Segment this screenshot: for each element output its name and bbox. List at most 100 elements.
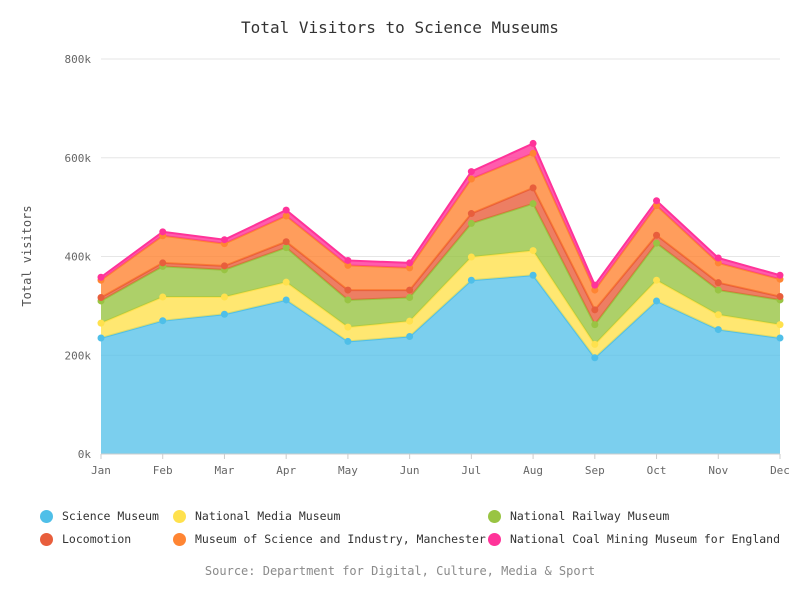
data-point[interactable] (591, 340, 599, 348)
data-point[interactable] (406, 264, 414, 272)
x-tick-label: Nov (708, 464, 728, 477)
data-point[interactable] (97, 319, 105, 327)
data-point[interactable] (159, 259, 167, 267)
y-tick-label: 800k (65, 53, 92, 66)
data-point[interactable] (529, 149, 537, 157)
data-point[interactable] (529, 271, 537, 279)
data-point[interactable] (406, 317, 414, 325)
legend-item[interactable]: Locomotion (40, 529, 131, 549)
data-point[interactable] (344, 337, 352, 345)
data-point[interactable] (529, 139, 537, 147)
data-point[interactable] (282, 278, 290, 286)
data-point[interactable] (653, 239, 661, 247)
data-point[interactable] (467, 276, 475, 284)
x-tick-label: Oct (647, 464, 667, 477)
data-point[interactable] (344, 261, 352, 269)
data-point[interactable] (714, 259, 722, 267)
area-national-railway-museum (101, 203, 780, 345)
data-point[interactable] (220, 310, 228, 318)
chart-title: Total Visitors to Science Museums (241, 18, 559, 37)
data-point[interactable] (282, 244, 290, 252)
legend-item[interactable]: Science Museum (40, 506, 159, 526)
data-point[interactable] (591, 281, 599, 289)
data-point[interactable] (97, 293, 105, 301)
data-point[interactable] (220, 236, 228, 244)
legend-item[interactable]: National Railway Museum (488, 506, 669, 526)
data-point[interactable] (529, 247, 537, 255)
y-tick-label: 600k (65, 152, 92, 165)
data-point[interactable] (344, 296, 352, 304)
data-points (97, 139, 784, 362)
legend-marker (488, 509, 501, 523)
series-line (100, 142, 781, 288)
x-tick-label: Dec (770, 464, 790, 477)
data-point[interactable] (467, 219, 475, 227)
x-tick-label: Aug (523, 464, 543, 477)
data-point[interactable] (159, 228, 167, 236)
data-point[interactable] (467, 210, 475, 218)
data-point[interactable] (406, 293, 414, 301)
data-point[interactable] (714, 279, 722, 287)
y-tick-label: 400k (65, 251, 92, 264)
legend-marker (40, 509, 53, 523)
data-point[interactable] (467, 168, 475, 176)
source-note: Source: Department for Digital, Culture,… (204, 564, 596, 578)
data-point[interactable] (344, 256, 352, 264)
data-point[interactable] (159, 317, 167, 325)
data-point[interactable] (97, 273, 105, 281)
legend-label: National Railway Museum (510, 509, 670, 523)
data-point[interactable] (406, 286, 414, 294)
legend-item[interactable]: National Coal Mining Museum for England (488, 529, 780, 549)
data-point[interactable] (97, 334, 105, 342)
data-point[interactable] (776, 321, 784, 329)
data-point[interactable] (653, 202, 661, 210)
data-point[interactable] (653, 231, 661, 239)
x-tick-label: Jul (461, 464, 481, 477)
data-point[interactable] (406, 259, 414, 267)
legend-item[interactable]: Museum of Science and Industry, Manchest… (173, 529, 486, 549)
data-point[interactable] (714, 326, 722, 334)
data-point[interactable] (467, 175, 475, 183)
data-point[interactable] (220, 262, 228, 270)
legend-marker (40, 532, 53, 546)
y-axis-label: Total visitors (20, 205, 34, 306)
data-point[interactable] (776, 292, 784, 300)
data-point[interactable] (653, 197, 661, 205)
data-point[interactable] (529, 200, 537, 208)
data-point[interactable] (714, 286, 722, 294)
data-point[interactable] (344, 323, 352, 331)
legend: Science Museum National Media Museum Natio… (40, 506, 780, 556)
legend-label: Locomotion (62, 532, 132, 546)
data-point[interactable] (159, 293, 167, 301)
data-point[interactable] (529, 184, 537, 192)
data-point[interactable] (591, 286, 599, 294)
legend-marker (173, 532, 186, 546)
x-tick-label: Mar (215, 464, 235, 477)
data-point[interactable] (282, 238, 290, 246)
legend-item[interactable]: National Media Museum (173, 506, 340, 526)
data-point[interactable] (653, 276, 661, 284)
data-point[interactable] (406, 332, 414, 340)
legend-label: Science Museum (62, 509, 159, 523)
data-point[interactable] (591, 321, 599, 329)
data-point[interactable] (344, 286, 352, 294)
data-point[interactable] (591, 354, 599, 362)
legend-marker (488, 532, 501, 546)
data-point[interactable] (714, 254, 722, 262)
data-point[interactable] (714, 311, 722, 319)
area-science-museum (101, 275, 780, 454)
x-tick-label: May (338, 464, 358, 477)
data-point[interactable] (282, 212, 290, 220)
data-point[interactable] (653, 297, 661, 305)
data-point[interactable] (467, 253, 475, 261)
axes: 0k 200k 400k 600k 800k Jan Feb Mar Apr May Jun Jul A… (65, 53, 790, 477)
data-point[interactable] (282, 296, 290, 304)
data-point[interactable] (220, 293, 228, 301)
data-point[interactable] (776, 271, 784, 279)
x-tick-label: Sep (585, 464, 605, 477)
data-point[interactable] (776, 334, 784, 342)
data-point[interactable] (591, 306, 599, 314)
data-point[interactable] (282, 206, 290, 214)
legend-label: National Media Museum (195, 509, 341, 523)
